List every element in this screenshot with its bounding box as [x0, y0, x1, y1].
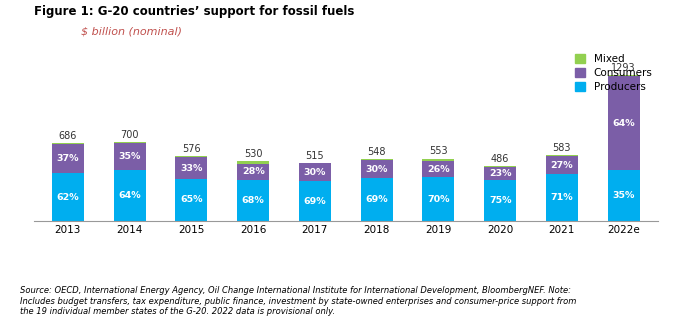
- Bar: [484, 167, 516, 180]
- Bar: [422, 159, 454, 161]
- Bar: [484, 180, 516, 221]
- Bar: [546, 155, 578, 156]
- Text: 515: 515: [306, 151, 324, 161]
- Bar: [237, 180, 269, 221]
- Bar: [114, 170, 146, 221]
- Text: 75%: 75%: [489, 196, 511, 205]
- Bar: [607, 170, 640, 221]
- Text: 30%: 30%: [365, 165, 388, 173]
- Bar: [607, 75, 640, 76]
- Bar: [176, 179, 207, 221]
- Text: 28%: 28%: [242, 167, 264, 176]
- Text: 68%: 68%: [242, 196, 264, 205]
- Text: 700: 700: [121, 130, 139, 140]
- Text: 686: 686: [59, 131, 77, 142]
- Bar: [176, 157, 207, 179]
- Text: Source: OECD, International Energy Agency, Oil Change International Institute fo: Source: OECD, International Energy Agenc…: [20, 286, 577, 316]
- Bar: [176, 156, 207, 157]
- Legend: Mixed, Consumers, Producers: Mixed, Consumers, Producers: [575, 54, 652, 92]
- Text: 65%: 65%: [180, 196, 203, 204]
- Bar: [422, 161, 454, 177]
- Text: 30%: 30%: [304, 168, 326, 177]
- Bar: [299, 163, 331, 181]
- Text: 33%: 33%: [180, 163, 203, 173]
- Bar: [52, 143, 84, 144]
- Text: 37%: 37%: [57, 154, 79, 163]
- Bar: [114, 143, 146, 170]
- Text: 26%: 26%: [427, 165, 450, 174]
- Text: $ billion (nominal): $ billion (nominal): [81, 27, 182, 37]
- Bar: [52, 173, 84, 221]
- Text: 62%: 62%: [56, 192, 79, 202]
- Text: 583: 583: [553, 143, 571, 153]
- Bar: [52, 144, 84, 173]
- Text: Figure 1: G-20 countries’ support for fossil fuels: Figure 1: G-20 countries’ support for fo…: [34, 5, 355, 18]
- Bar: [361, 178, 393, 221]
- Text: 486: 486: [491, 154, 509, 164]
- Bar: [546, 174, 578, 221]
- Text: 70%: 70%: [427, 195, 450, 204]
- Bar: [607, 76, 640, 170]
- Bar: [422, 177, 454, 221]
- Bar: [237, 161, 269, 164]
- Bar: [546, 156, 578, 174]
- Text: 35%: 35%: [612, 191, 635, 200]
- Text: 1293: 1293: [612, 63, 636, 73]
- Bar: [114, 142, 146, 143]
- Bar: [361, 159, 393, 160]
- Text: 553: 553: [429, 147, 447, 156]
- Text: 23%: 23%: [489, 169, 511, 178]
- Text: 69%: 69%: [304, 197, 326, 206]
- Bar: [237, 164, 269, 180]
- Bar: [361, 160, 393, 178]
- Text: 64%: 64%: [119, 191, 141, 200]
- Text: 530: 530: [244, 149, 262, 159]
- Text: 548: 548: [367, 147, 386, 157]
- Text: 576: 576: [182, 144, 201, 154]
- Bar: [484, 166, 516, 167]
- Text: 27%: 27%: [551, 161, 573, 170]
- Text: 35%: 35%: [119, 152, 141, 161]
- Text: 71%: 71%: [551, 193, 573, 202]
- Text: 69%: 69%: [365, 195, 388, 204]
- Text: 64%: 64%: [612, 118, 635, 128]
- Bar: [299, 181, 331, 221]
